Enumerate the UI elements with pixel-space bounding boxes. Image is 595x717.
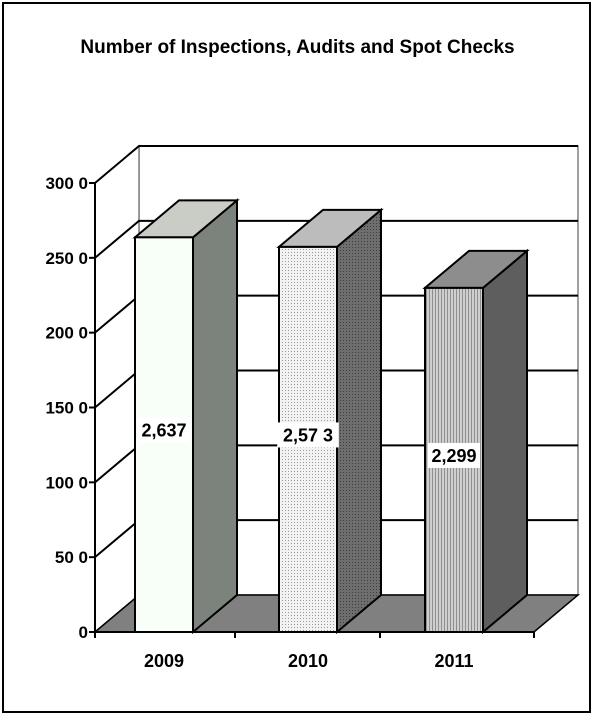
y-tick-label: 250 0 xyxy=(45,249,88,268)
data-label-bg xyxy=(138,417,190,443)
chart-title: Number of Inspections, Audits and Spot C… xyxy=(80,37,515,58)
data-label-bg xyxy=(277,422,339,448)
gridline xyxy=(94,219,578,259)
data-label: 2,637 xyxy=(141,421,186,441)
y-tick-label: 200 0 xyxy=(45,324,88,343)
y-tick-label: 0 xyxy=(79,623,88,642)
data-label-bg xyxy=(428,442,480,468)
x-tick-label: 2011 xyxy=(434,651,473,671)
data-label: 2,57 3 xyxy=(283,425,333,445)
gridline xyxy=(94,145,578,184)
y-tick-label: 50 0 xyxy=(55,548,88,567)
y-tick-label: 300 0 xyxy=(45,174,88,193)
data-label: 2,299 xyxy=(431,446,476,466)
bar-side xyxy=(192,198,238,635)
bar-side xyxy=(482,248,528,635)
x-tick-label: 2009 xyxy=(144,651,184,671)
bar-side xyxy=(336,207,382,635)
y-tick-label: 100 0 xyxy=(45,473,88,492)
y-tick-label: 150 0 xyxy=(45,399,88,418)
x-tick-label: 2010 xyxy=(288,651,328,671)
